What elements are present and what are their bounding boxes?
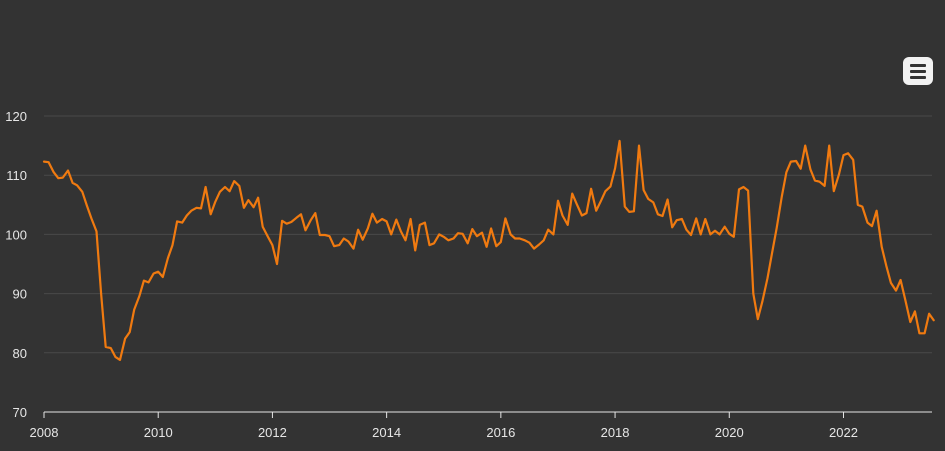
series-line-0 [42,139,935,361]
x-tick-label-2016: 2016 [486,425,515,440]
y-tick-label-70: 70 [13,405,27,420]
y-tick-label-90: 90 [13,287,27,302]
x-tick-label-2018: 2018 [601,425,630,440]
x-tick-label-2020: 2020 [715,425,744,440]
menu-bar-top [910,64,926,67]
menu-bar-middle [910,70,926,73]
x-tick-label-2014: 2014 [372,425,401,440]
x-tick-label-2008: 2008 [30,425,59,440]
x-axis: 2008 2010 2012 2014 2016 2018 2020 2022 [30,411,932,440]
x-tick-label-2012: 2012 [258,425,287,440]
x-tick-label-2022: 2022 [829,425,858,440]
menu-bar-bottom [910,76,926,79]
y-tick-label-100: 100 [5,227,27,242]
y-tick-label-110: 110 [6,168,27,183]
series-layer [42,139,935,361]
hamburger-menu-icon[interactable] [903,57,933,85]
y-tick-label-120: 120 [5,109,27,124]
y-axis-tick-labels: 70 80 90 100 110 120 [5,109,27,420]
x-tick-label-2010: 2010 [144,425,173,440]
y-tick-label-80: 80 [13,346,27,361]
grid-lines [44,115,932,354]
